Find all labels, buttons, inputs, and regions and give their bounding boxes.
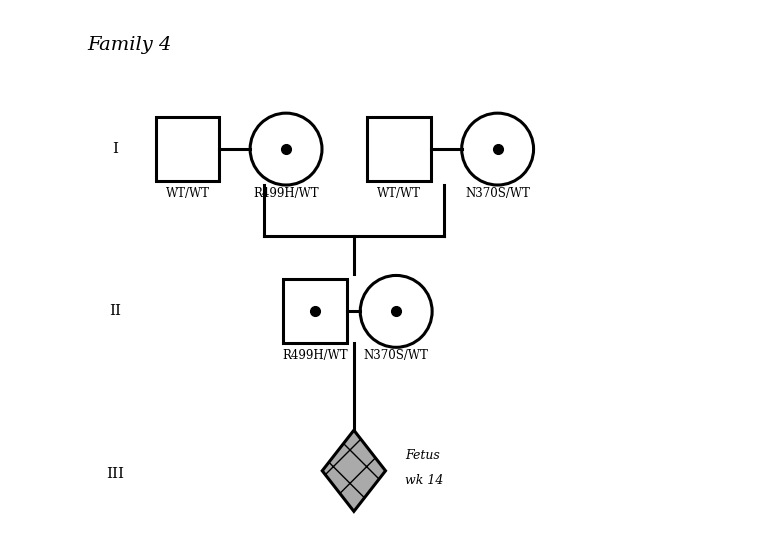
- Text: N370S/WT: N370S/WT: [363, 349, 429, 362]
- Bar: [367, 117, 431, 181]
- Text: Fetus: Fetus: [405, 449, 439, 462]
- Circle shape: [462, 113, 533, 185]
- Text: wk 14: wk 14: [405, 474, 443, 487]
- Text: N370S/WT: N370S/WT: [465, 187, 530, 200]
- Text: WT/WT: WT/WT: [377, 187, 421, 200]
- Text: I: I: [112, 142, 118, 156]
- Text: III: III: [106, 467, 124, 481]
- Text: WT/WT: WT/WT: [166, 187, 209, 200]
- Circle shape: [360, 276, 432, 347]
- Bar: [283, 280, 347, 343]
- Text: II: II: [109, 305, 121, 319]
- Text: R499H/WT: R499H/WT: [282, 349, 348, 362]
- Circle shape: [250, 113, 322, 185]
- Text: R499H/WT: R499H/WT: [253, 187, 319, 200]
- Text: Family 4: Family 4: [88, 36, 172, 54]
- Polygon shape: [322, 430, 385, 511]
- Bar: [156, 117, 219, 181]
